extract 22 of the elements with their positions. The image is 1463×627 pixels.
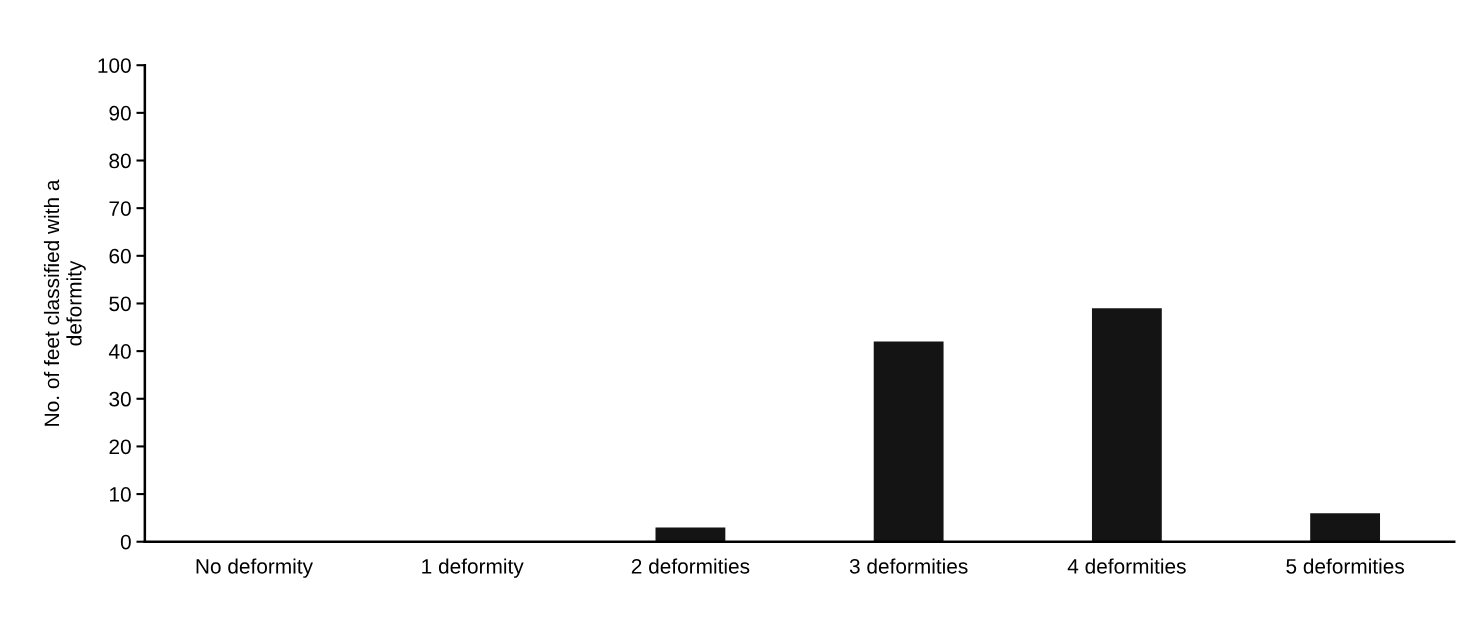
bar	[655, 527, 726, 542]
y-tick-label: 60	[109, 248, 131, 264]
bar	[873, 341, 944, 542]
x-tick-label: 5 deformities	[1286, 558, 1404, 574]
y-tick-label: 90	[109, 105, 131, 121]
y-tick-label: 100	[98, 58, 131, 73]
bar	[1091, 308, 1162, 542]
y-tick-label: 80	[109, 153, 131, 169]
y-tick-label: 40	[108, 344, 131, 359]
y-tick-label: 0	[120, 534, 131, 550]
y-axis-title: No. of feet classified with a deformity	[43, 179, 86, 426]
x-tick-label: 4 deformities	[1067, 558, 1186, 574]
x-tick-label: 3 deformities	[849, 558, 968, 574]
y-tick-label: 30	[109, 391, 131, 407]
y-tick-label: 10	[110, 487, 131, 502]
bar	[1310, 513, 1381, 542]
y-tick-label: 70	[109, 201, 131, 216]
x-tick-label: 2 deformities	[631, 558, 750, 574]
x-tick-label: 1 deformity	[422, 558, 524, 578]
y-tick-label: 50	[109, 296, 131, 312]
x-tick-label: No deformity	[196, 558, 313, 578]
y-tick-label: 20	[109, 439, 131, 455]
